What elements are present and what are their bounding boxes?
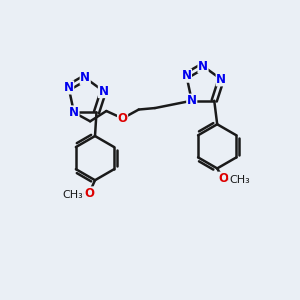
Text: N: N <box>216 73 226 86</box>
Text: N: N <box>69 106 79 119</box>
Text: O: O <box>118 112 128 125</box>
Text: N: N <box>198 60 208 73</box>
Text: N: N <box>80 71 90 84</box>
Text: N: N <box>187 94 197 107</box>
Text: N: N <box>182 69 191 82</box>
Text: O: O <box>218 172 228 185</box>
Text: CH₃: CH₃ <box>229 175 250 185</box>
Text: N: N <box>64 81 74 94</box>
Text: N: N <box>98 85 108 98</box>
Text: O: O <box>84 187 94 200</box>
Text: CH₃: CH₃ <box>62 190 83 200</box>
